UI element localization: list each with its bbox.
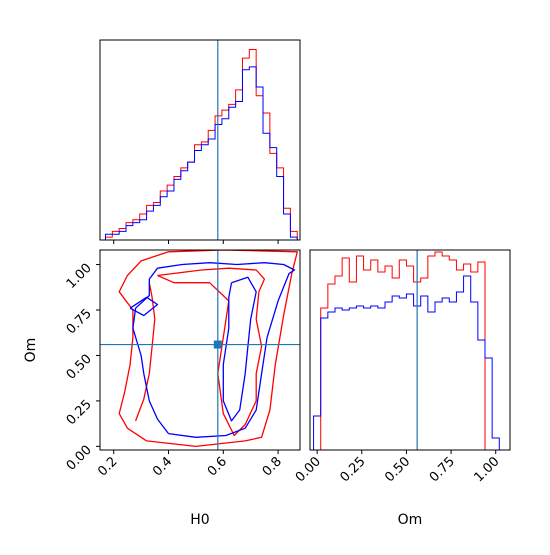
- contour-red-line: [118, 250, 298, 448]
- h0-axis-label: H0: [190, 512, 209, 528]
- om-histogram-xtick-label: 0.50: [382, 454, 413, 485]
- om-histogram-xtick-label: 0.00: [293, 454, 324, 485]
- om-histogram-xtick-label: 0.25: [338, 454, 369, 485]
- h0-histogram-panel: [99, 39, 301, 244]
- contour-red-line: [134, 282, 156, 422]
- contour-blue-line: [222, 276, 257, 422]
- h0-histogram-blue-step: [104, 66, 298, 240]
- h0-histogram-frame: [99, 39, 301, 241]
- om-histogram-xtick-label: 0.75: [427, 454, 458, 485]
- contour-frame: [99, 249, 301, 451]
- om-histogram-panel: 0.00 0.25 0.50 0.75 1.00 Om: [293, 249, 511, 528]
- contour-blue-line: [129, 296, 159, 317]
- h0-histogram-red-step: [104, 49, 298, 240]
- om-axis-label: Om: [23, 338, 39, 363]
- contour-truth-marker: [213, 340, 222, 349]
- contour-ytick-label: 0.25: [64, 397, 95, 428]
- contour-ytick-label: 1.00: [64, 261, 95, 292]
- contour-ytick-label: 0.00: [64, 443, 95, 474]
- contour-xtick-label: 0.8: [260, 454, 285, 479]
- contour-panel: 0.2 0.4 0.6 0.8 0.00 0.25 0.50 0.75 1.00 H0 Om: [23, 249, 301, 528]
- contour-xtick-label: 0.6: [205, 454, 230, 479]
- contour-xtick-label: 0.4: [150, 454, 175, 479]
- om-histogram-axis-label: Om: [398, 512, 423, 528]
- contour-xtick-label: 0.2: [95, 454, 120, 479]
- om-histogram-red-step: [313, 251, 500, 450]
- contour-blue-line: [132, 262, 296, 438]
- contour-ytick-label: 0.75: [64, 306, 95, 337]
- om-histogram-blue-step: [313, 275, 500, 450]
- contour-red-line: [157, 267, 266, 437]
- om-histogram-frame: [309, 249, 511, 451]
- om-histogram-xtick-label: 1.00: [471, 454, 502, 485]
- contour-ytick-label: 0.50: [64, 352, 95, 383]
